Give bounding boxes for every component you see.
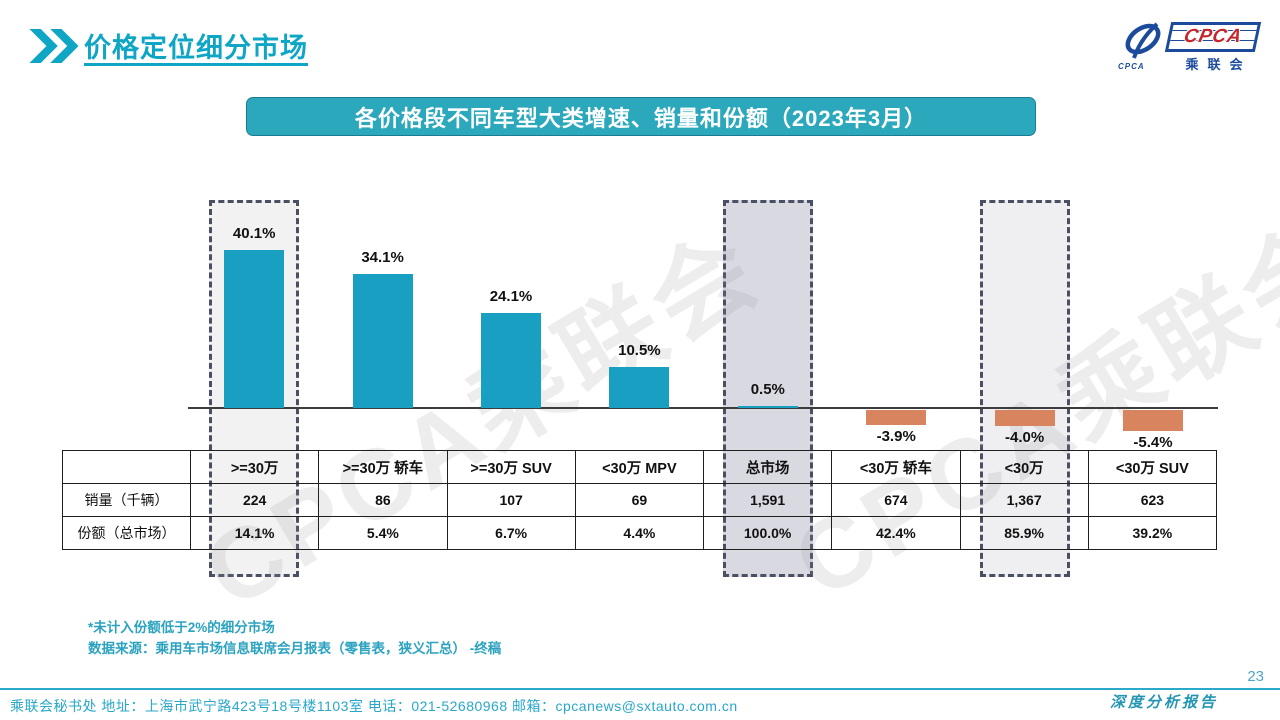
footer-rule bbox=[0, 688, 1280, 690]
table-row: 份额（总市场） 14.1% 5.4% 6.7% 4.4% 100.0% 42.4% 85.9%… bbox=[62, 516, 1218, 550]
table-cell: 4.4% bbox=[574, 516, 705, 550]
table-col-header: >=30万 bbox=[189, 450, 320, 484]
table-row-label: 销量（千辆） bbox=[62, 483, 191, 517]
table-row: 销量（千辆） 224 86 107 69 1,591 674 1,367 623 bbox=[62, 483, 1218, 517]
table-col-header: <30万 MPV bbox=[574, 450, 705, 484]
bar->=30万 轿车 bbox=[352, 273, 413, 408]
table-cell: 5.4% bbox=[318, 516, 448, 550]
table-col-header: <30万 轿车 bbox=[831, 450, 961, 484]
report-label: 深度分析报告 bbox=[1099, 691, 1228, 712]
bar-value-label: 24.1% bbox=[489, 288, 533, 306]
chart-title: 各价格段不同车型大类增速、销量和份额（2023年3月） bbox=[354, 105, 928, 131]
footnote-threshold: *未计入份额低于2%的细分市场 bbox=[88, 620, 275, 635]
bar-value-label: -5.4% bbox=[1133, 434, 1173, 452]
table-corner-cell bbox=[62, 450, 191, 484]
table-cell: 1,367 bbox=[959, 483, 1089, 517]
table-cell: 69 bbox=[574, 483, 705, 517]
bar-<30万 MPV bbox=[609, 366, 670, 408]
table-cell: 42.4% bbox=[831, 516, 961, 550]
table-col-header: 总市场 bbox=[702, 450, 833, 484]
bar-value-label: 34.1% bbox=[361, 248, 404, 266]
table-cell: 85.9% bbox=[959, 516, 1089, 550]
table-col-header: >=30万 SUV bbox=[446, 450, 576, 484]
bar-总市场 bbox=[737, 405, 798, 408]
table-cell: 1,591 bbox=[702, 483, 833, 517]
emblem-caption: CPCA bbox=[1118, 62, 1145, 71]
table-cell: 224 bbox=[189, 483, 320, 517]
bar-value-label: -3.9% bbox=[876, 428, 916, 446]
bar->=30万 bbox=[224, 250, 285, 408]
footer-contact: 乘联会秘书处 地址：上海市武宁路423号18号楼1103室 电话：021-526… bbox=[10, 698, 738, 714]
table-row: >=30万 >=30万 轿车 >=30万 SUV <30万 MPV 总市场 <30万 轿车… bbox=[62, 450, 1218, 484]
table-col-header: <30万 bbox=[959, 450, 1089, 484]
table-cell: 674 bbox=[831, 483, 961, 517]
bar-<30万 bbox=[994, 410, 1055, 426]
cpca-emblem-icon: CPCA bbox=[1116, 22, 1166, 80]
table-cell: 14.1% bbox=[189, 516, 320, 550]
cpca-org-name: 乘联会 bbox=[1185, 57, 1252, 72]
bar-value-label: 10.5% bbox=[618, 341, 661, 359]
bar-value-label: 0.5% bbox=[750, 380, 785, 398]
chart-title-banner: 各价格段不同车型大类增速、销量和份额（2023年3月） bbox=[246, 97, 1036, 136]
table-cell: 100.0% bbox=[702, 516, 833, 550]
table-col-header: <30万 SUV bbox=[1087, 450, 1218, 484]
table-col-header: >=30万 轿车 bbox=[318, 450, 448, 484]
double-chevron-icon bbox=[29, 29, 79, 63]
table-cell: 623 bbox=[1087, 483, 1218, 517]
bar-value-label: 40.1% bbox=[232, 225, 276, 242]
footnote-source: 数据来源：乘用车市场信息联席会月报表（零售表，狭义汇总） -终稿 bbox=[88, 640, 502, 656]
page-number: 23 bbox=[1247, 668, 1264, 685]
table-cell: 86 bbox=[318, 483, 448, 517]
x-axis-line bbox=[188, 407, 1218, 409]
bar-value-label: -4.0% bbox=[1004, 428, 1045, 446]
segment-data-table: >=30万 >=30万 轿车 >=30万 SUV <30万 MPV 总市场 <30万 轿车… bbox=[62, 450, 1218, 550]
table-cell: 107 bbox=[446, 483, 576, 517]
table-cell: 39.2% bbox=[1087, 516, 1218, 550]
table-row-label: 份额（总市场） bbox=[62, 516, 191, 550]
bar->=30万 SUV bbox=[481, 313, 541, 408]
cpca-logo: CPCA CPCA 乘联会 bbox=[1116, 22, 1264, 82]
bar-<30万 SUV bbox=[1123, 410, 1183, 432]
footnotes: *未计入份额低于2%的细分市场 数据来源：乘用车市场信息联席会月报表（零售表，狭… bbox=[88, 618, 501, 660]
table-cell: 6.7% bbox=[446, 516, 576, 550]
bar-<30万 轿车 bbox=[866, 410, 927, 426]
page-title: 价格定位细分市场 bbox=[84, 33, 308, 63]
